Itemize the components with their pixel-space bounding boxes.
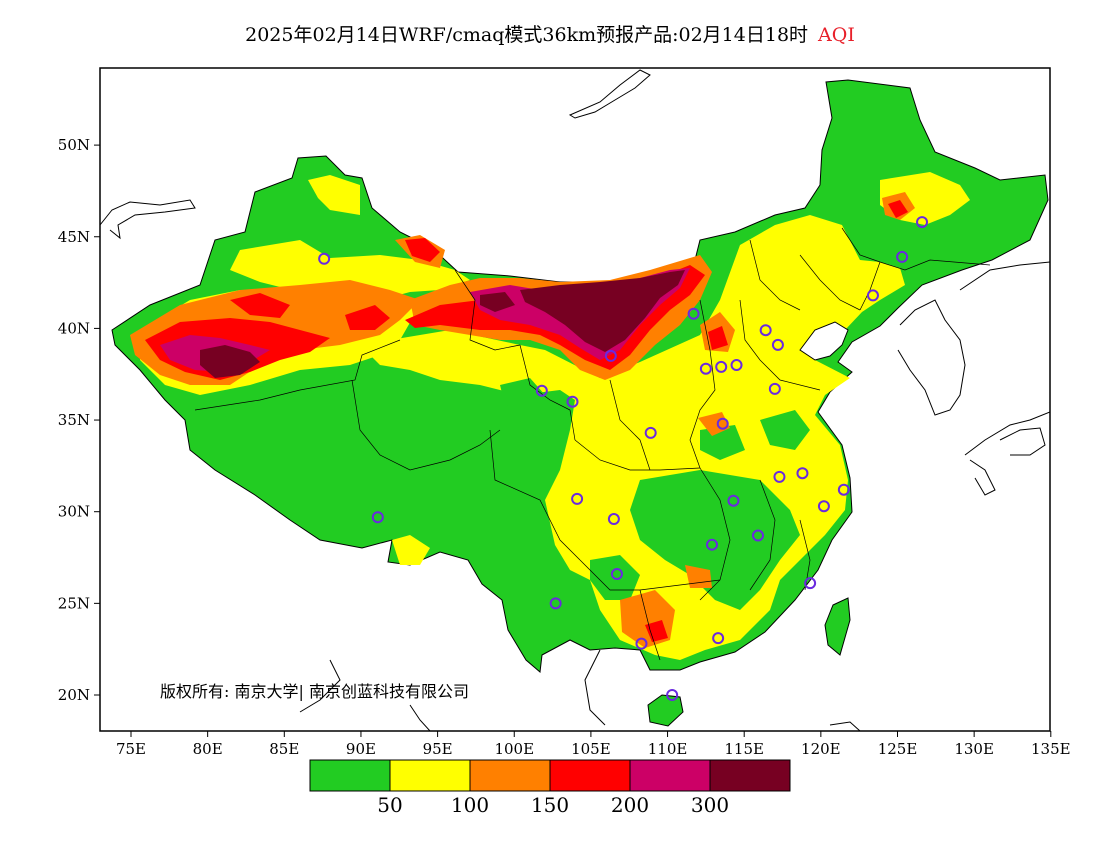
lon-tick-label: 110E bbox=[648, 740, 688, 758]
lon-tick-label: 90E bbox=[346, 740, 376, 758]
station-marker bbox=[571, 492, 584, 505]
station-marker bbox=[699, 362, 712, 375]
lat-tick-label: 40N bbox=[58, 319, 90, 337]
map-title-main: 2025年02月14日WRF/cmaq模式36km预报产品:02月14日18时 bbox=[245, 24, 809, 46]
island-taiwan bbox=[824, 597, 851, 656]
legend-swatch bbox=[629, 759, 711, 792]
station-marker bbox=[706, 538, 719, 551]
station-marker bbox=[715, 360, 728, 373]
lon-tick-label: 125E bbox=[878, 740, 918, 758]
map-title: 2025年02月14日WRF/cmaq模式36km预报产品:02月14日18时 A… bbox=[0, 20, 1100, 47]
station-marker bbox=[759, 324, 772, 337]
island-hainan bbox=[647, 694, 684, 727]
lat-tick-label: 25N bbox=[58, 594, 90, 612]
station-marker bbox=[549, 597, 562, 610]
map-title-variable: AQI bbox=[818, 24, 855, 46]
lon-tick-label: 100E bbox=[494, 740, 534, 758]
lon-tick-label: 120E bbox=[801, 740, 841, 758]
lat-tick-label: 20N bbox=[58, 686, 90, 704]
lat-tick-label: 50N bbox=[58, 136, 90, 154]
station-marker bbox=[604, 349, 617, 362]
plot-frame bbox=[99, 67, 1051, 732]
copyright-text: 版权所有: 南京大学| 南京创蓝科技有限公司 bbox=[160, 682, 469, 701]
station-marker bbox=[817, 500, 830, 513]
station-marker bbox=[644, 426, 657, 439]
lon-tick-label: 130E bbox=[954, 740, 994, 758]
aqi-legend: 50 100 150 200 300 bbox=[309, 759, 791, 817]
neighbor-coastlines bbox=[100, 69, 1050, 731]
station-marker bbox=[768, 382, 781, 395]
lon-tick-label: 105E bbox=[571, 740, 611, 758]
map-plot-area: 版权所有: 南京大学| 南京创蓝科技有限公司 bbox=[100, 69, 1050, 731]
station-marker bbox=[712, 632, 725, 645]
legend-swatch bbox=[389, 759, 471, 792]
station-marker bbox=[371, 511, 384, 524]
station-marker bbox=[727, 494, 740, 507]
legend-label: 200 bbox=[611, 793, 649, 817]
lon-tick-label: 75E bbox=[116, 740, 146, 758]
station-marker bbox=[716, 417, 729, 430]
lon-tick-label: 115E bbox=[724, 740, 764, 758]
station-marker bbox=[773, 470, 786, 483]
station-marker bbox=[318, 252, 331, 265]
legend-swatch bbox=[469, 759, 551, 792]
legend-swatch bbox=[309, 759, 391, 792]
latitude-axis: 20N 25N 30N 35N 40N 45N 50N bbox=[58, 136, 100, 704]
longitude-axis: 75E 80E 85E 90E 95E 100E 105E 110E 115E 120E 125E 1… bbox=[116, 731, 1071, 758]
station-marker bbox=[771, 338, 784, 351]
station-marker bbox=[687, 307, 700, 320]
aqi-region-hazardous bbox=[200, 270, 685, 378]
legend-label: 50 bbox=[377, 793, 402, 817]
bohai-bay bbox=[799, 321, 849, 361]
lat-tick-label: 45N bbox=[58, 228, 90, 246]
legend-swatch bbox=[549, 759, 631, 792]
legend-label: 150 bbox=[531, 793, 569, 817]
station-marker bbox=[896, 250, 909, 263]
lon-tick-label: 80E bbox=[193, 740, 223, 758]
legend-label: 300 bbox=[691, 793, 729, 817]
lon-tick-label: 85E bbox=[269, 740, 299, 758]
station-marker bbox=[535, 384, 548, 397]
station-marker bbox=[666, 689, 679, 701]
lat-tick-label: 35N bbox=[58, 411, 90, 429]
station-marker bbox=[730, 359, 743, 372]
station-marker bbox=[866, 289, 879, 302]
station-marker bbox=[607, 513, 620, 526]
station-marker bbox=[796, 467, 809, 480]
station-marker bbox=[804, 577, 817, 590]
lat-tick-label: 30N bbox=[58, 503, 90, 521]
station-marker bbox=[837, 483, 850, 496]
lon-tick-label: 135E bbox=[1031, 740, 1071, 758]
station-marker bbox=[566, 395, 579, 408]
monitoring-stations bbox=[318, 216, 929, 701]
province-boundaries bbox=[194, 227, 991, 661]
station-marker bbox=[751, 529, 764, 542]
station-marker bbox=[916, 216, 929, 229]
legend-label: 100 bbox=[451, 793, 489, 817]
lon-tick-label: 95E bbox=[423, 740, 453, 758]
station-marker bbox=[635, 637, 648, 650]
station-marker bbox=[610, 568, 623, 581]
legend-swatch bbox=[709, 759, 791, 792]
